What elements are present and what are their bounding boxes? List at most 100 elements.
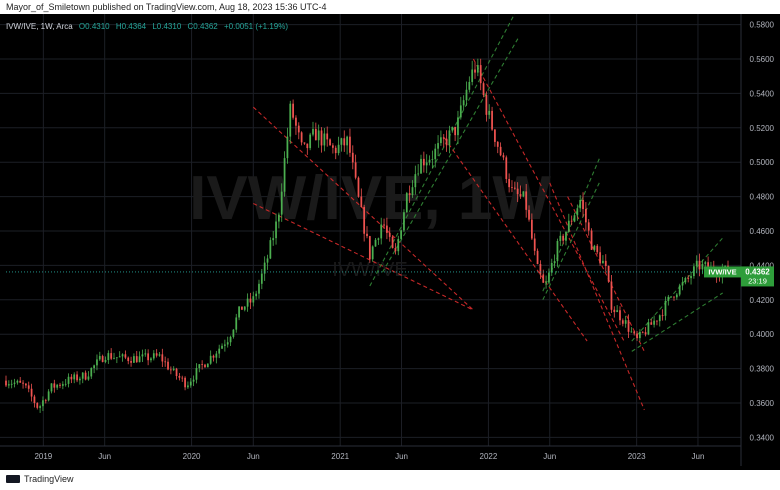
candle-body (147, 353, 150, 361)
candle-body (30, 388, 33, 397)
candle-body (5, 380, 7, 386)
candle-body (366, 233, 368, 237)
candle-body (354, 162, 357, 178)
price-tick-label: 0.3400 (750, 433, 775, 442)
tradingview-logo[interactable]: TradingView (6, 474, 74, 484)
symbol-watermark: IVW/IVE, 1W IVW/IVE (189, 164, 551, 281)
candle-body (238, 306, 240, 318)
candle-body (383, 224, 385, 226)
candle-body (61, 384, 64, 386)
candle-body (67, 376, 70, 384)
candle-body (16, 380, 19, 383)
price-tick-label: 0.3800 (750, 365, 775, 374)
candle-body (104, 360, 107, 362)
price-axis[interactable]: 0.3400 0.3600 0.3800 0.4000 0.4200 0.4400 0.46… (740, 14, 780, 470)
candle-body (64, 383, 67, 385)
candle-body (599, 252, 601, 264)
candle-body (334, 147, 337, 154)
candle-body (474, 69, 476, 73)
time-tick-label: 2021 (331, 452, 349, 461)
price-tick-label: 0.4600 (750, 227, 775, 236)
candle-body (164, 361, 167, 363)
candle-body (587, 222, 590, 231)
candle-body (542, 274, 545, 283)
candle-body (516, 188, 519, 195)
candle-body (650, 322, 653, 325)
price-label-countdown: 23:19 (748, 276, 767, 285)
candle-body (556, 240, 559, 262)
candle-body (93, 365, 95, 369)
candle-body (81, 372, 84, 379)
candle-body (701, 263, 704, 270)
trend-line-red (444, 137, 588, 342)
candle-body (249, 298, 252, 303)
candle-body (59, 384, 61, 386)
candle-body (545, 282, 547, 284)
candle-body (644, 332, 647, 335)
candle-body (195, 368, 198, 380)
candle-body (570, 220, 573, 222)
candle-body (675, 294, 678, 298)
candle-body (152, 353, 155, 359)
candle-body (468, 81, 471, 90)
candle-body (87, 376, 90, 380)
time-tick-label: Jun (247, 452, 260, 461)
candle-body (187, 385, 189, 388)
candle-body (278, 214, 280, 222)
legend-open: O0.4310 (79, 22, 110, 31)
candle-body (39, 406, 41, 408)
candle-body (340, 138, 343, 145)
candle-body (368, 236, 371, 260)
candle-body (414, 174, 417, 188)
candle-body (272, 238, 275, 241)
candle-body (255, 293, 258, 297)
candle-body (243, 306, 246, 310)
candle-body (678, 285, 681, 295)
candle-body (27, 385, 30, 389)
candle-body (124, 354, 127, 358)
candle-body (613, 309, 616, 313)
time-tick-label: Jun (543, 452, 556, 461)
time-tick-label: 2020 (183, 452, 201, 461)
candle-body (462, 100, 465, 106)
candle-body (138, 356, 141, 363)
candle-body (246, 298, 249, 307)
candle-body (314, 128, 317, 141)
time-tick-label: Jun (692, 452, 705, 461)
candle-body (144, 353, 147, 355)
candlestick-series (5, 58, 729, 413)
candle-body (391, 236, 394, 249)
candle-body (445, 138, 448, 146)
candle-body (664, 300, 667, 316)
candle-body (420, 158, 422, 174)
candle-body (536, 250, 539, 264)
candle-body (567, 220, 570, 232)
candle-body (442, 137, 445, 139)
chart-area[interactable]: IVW/IVE, 1W IVW/IVE 0.34000.36000.38000.… (0, 14, 780, 470)
candle-body (332, 145, 334, 148)
candle-body (377, 238, 380, 240)
candle-body (280, 191, 283, 215)
legend-symbol: IVW/IVE, 1W, Arca (6, 22, 73, 31)
candle-body (434, 148, 437, 160)
time-tick-label: 2022 (480, 452, 498, 461)
candle-body (232, 329, 235, 337)
time-axis[interactable]: 2019 Jun 2020 Jun 2021 Jun 2022 Jun 2023 Jun (0, 445, 741, 461)
candle-body (641, 331, 644, 333)
candle-body (437, 143, 439, 149)
candle-body (295, 117, 297, 126)
candle-body (602, 260, 604, 264)
candle-body (44, 400, 47, 402)
candle-body (70, 376, 73, 380)
symbol-legend: IVW/IVE, 1W, Arca O0.4310 H0.4364 L0.431… (6, 22, 288, 31)
candle-body (584, 209, 587, 223)
candle-body (141, 354, 144, 357)
candle-body (496, 141, 499, 147)
candle-body (590, 230, 593, 250)
candle-body (33, 396, 36, 404)
candle-body (522, 191, 525, 197)
price-label-symbol: IVW/IVE (708, 267, 736, 276)
candle-body (479, 65, 482, 84)
tradingview-logo-icon (6, 475, 20, 483)
